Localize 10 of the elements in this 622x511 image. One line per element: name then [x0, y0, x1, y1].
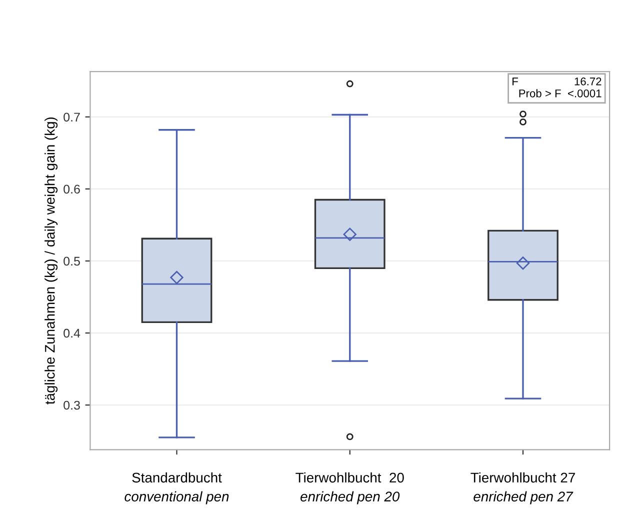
y-axis-title: tägliche Zunahmen (kg) / daily weight gain (kg) [44, 117, 58, 404]
y-tick-label: 0.6 [64, 184, 80, 194]
x-tick-label: Standardbucht conventional pen [124, 472, 229, 504]
y-tick-label: 0.7 [64, 112, 80, 122]
x-tick-label: Tierwohlbucht 27 enriched pen 27 [470, 472, 575, 504]
y-tick-label: 0.3 [64, 400, 80, 410]
y-tick-label: 0.5 [64, 256, 80, 266]
y-tick-label: 0.4 [64, 328, 80, 338]
annotation: F 16.72 Prob > F <.0001 [512, 78, 602, 98]
x-tick-label: Tierwohlbucht 20 enriched pen 20 [296, 472, 404, 504]
